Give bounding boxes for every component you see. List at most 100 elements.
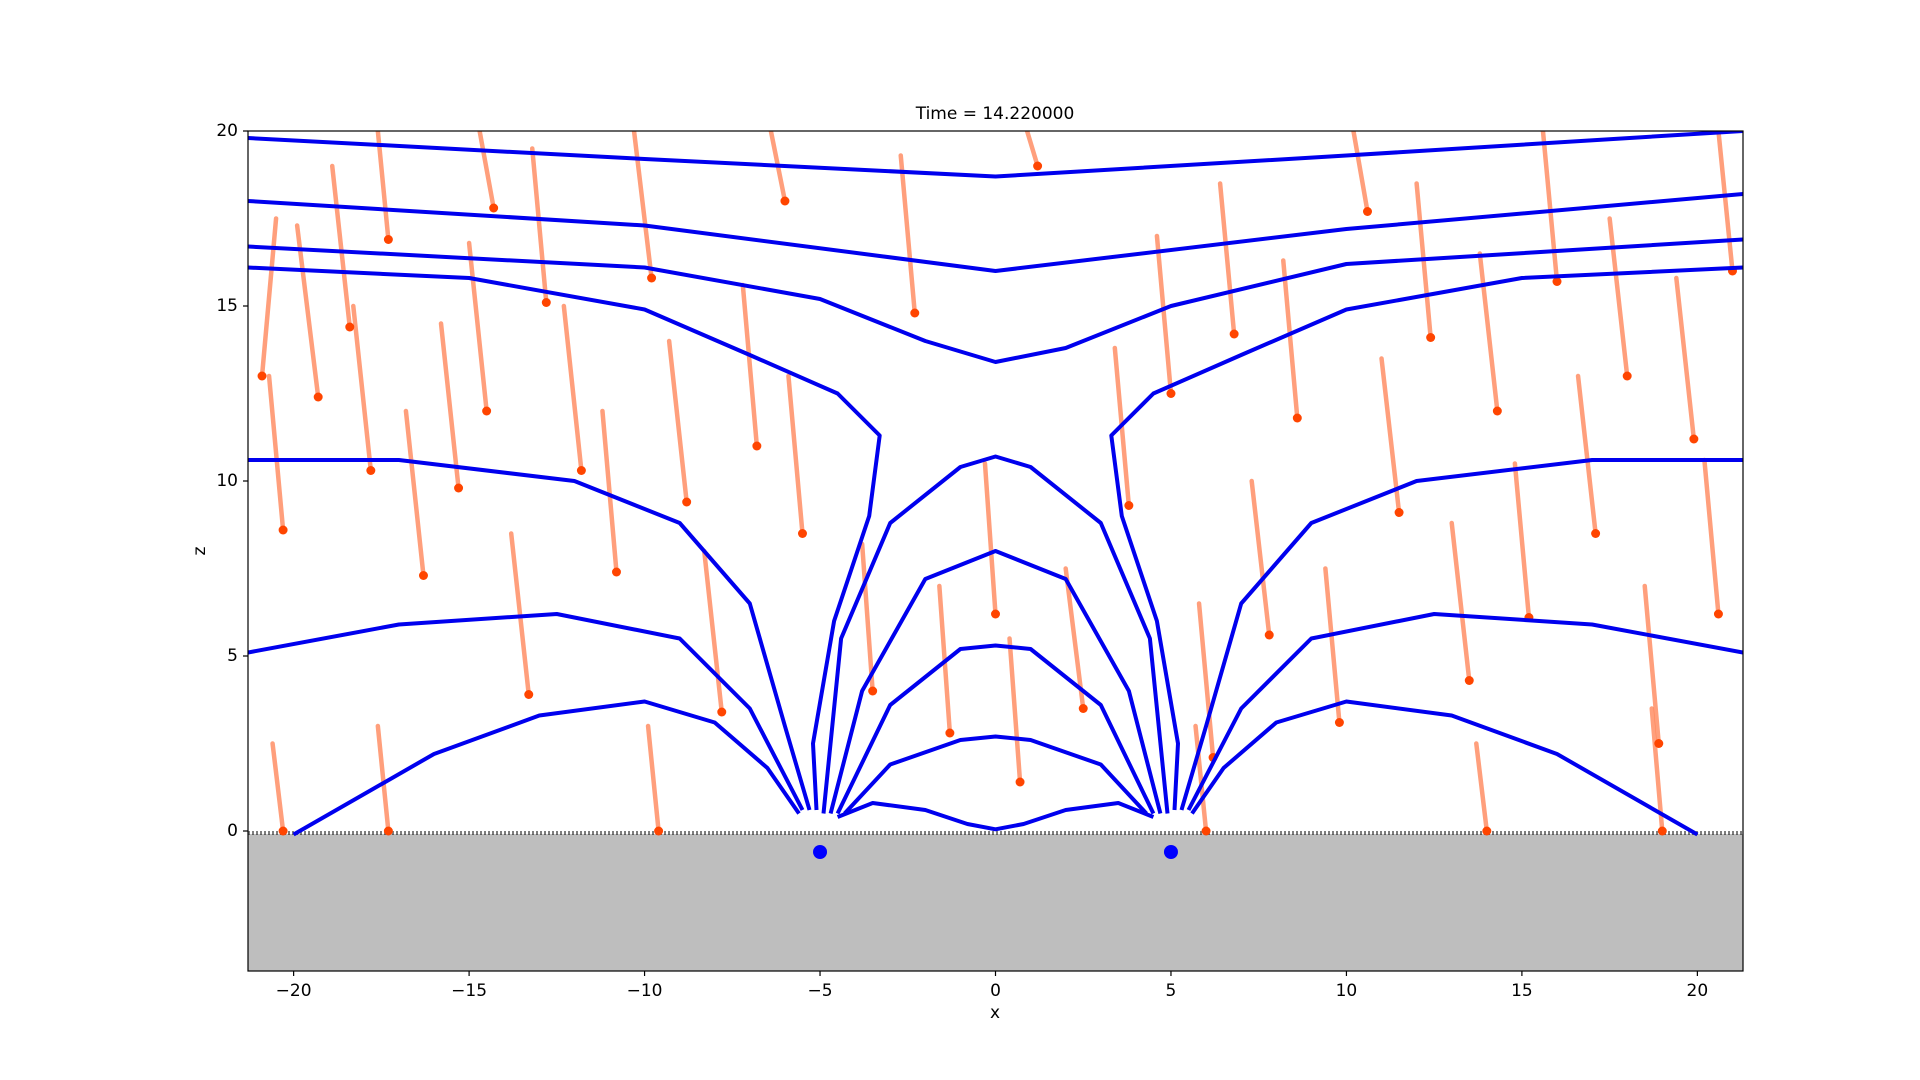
field-line xyxy=(248,192,1743,273)
field-line xyxy=(248,131,1743,179)
particle-trail xyxy=(1193,723,1209,834)
x-tick-label: −5 xyxy=(807,981,832,1001)
field-line xyxy=(1109,265,1743,811)
particle-trail xyxy=(259,216,279,379)
particle xyxy=(1394,508,1404,517)
particle xyxy=(1264,630,1274,640)
particle xyxy=(717,707,727,717)
particle xyxy=(489,203,499,213)
particle-trail xyxy=(270,741,286,834)
particle xyxy=(1426,333,1436,342)
particle-trail xyxy=(294,223,321,400)
particle xyxy=(383,826,393,836)
particle-trail xyxy=(375,723,391,834)
particle xyxy=(1591,529,1601,538)
particle-trail xyxy=(1607,216,1630,379)
particle xyxy=(257,371,267,381)
particle xyxy=(1015,777,1025,787)
x-axis-label: x xyxy=(990,1003,1000,1023)
particle-trail xyxy=(1196,601,1216,760)
ground xyxy=(248,834,1743,971)
particle-trail xyxy=(438,321,461,491)
particle xyxy=(611,567,621,577)
particle xyxy=(647,273,657,283)
particle-trail xyxy=(1249,478,1272,638)
particle xyxy=(1552,277,1562,286)
x-tick-label: 5 xyxy=(1166,981,1177,1001)
x-tick-label: 15 xyxy=(1511,981,1533,1001)
y-axis-label: z xyxy=(190,546,210,555)
particle-trail xyxy=(600,408,619,575)
field-line xyxy=(836,801,1155,832)
x-tick-label: 0 xyxy=(990,981,1001,1001)
particle-trail xyxy=(375,131,391,242)
field-line xyxy=(828,549,1163,814)
particle-trail xyxy=(1379,356,1402,515)
particle xyxy=(1362,207,1372,216)
particle-trail xyxy=(466,240,489,414)
particle xyxy=(524,690,534,699)
x-tick-label: −10 xyxy=(627,981,663,1001)
x-tick-label: 10 xyxy=(1336,981,1358,1001)
particle xyxy=(1334,718,1344,727)
particle-trail xyxy=(1575,373,1598,536)
particle-trail xyxy=(666,338,689,505)
particle xyxy=(278,826,288,836)
particle-trail xyxy=(1716,131,1735,274)
particle xyxy=(482,406,492,416)
particle-trail xyxy=(1351,131,1370,214)
field-line xyxy=(843,734,1148,815)
particle xyxy=(454,483,464,493)
field-line xyxy=(835,643,1156,815)
field-line xyxy=(1179,458,1743,811)
particle-trail xyxy=(1323,566,1342,725)
particle xyxy=(780,196,790,206)
particle-trail xyxy=(329,163,353,330)
particle-trail xyxy=(1281,258,1300,421)
field-line xyxy=(1190,699,1699,837)
particle-trail xyxy=(701,548,725,715)
particle xyxy=(1689,434,1699,444)
particle-trail xyxy=(859,541,875,694)
particle xyxy=(383,235,393,244)
particle xyxy=(1201,826,1211,836)
field-line xyxy=(821,454,1170,814)
particle-trail xyxy=(266,373,286,533)
particle xyxy=(278,525,288,535)
particle xyxy=(1657,826,1667,836)
particle xyxy=(1713,609,1723,619)
y-tick-label: 0 xyxy=(227,821,238,841)
particle-trail xyxy=(1154,233,1174,396)
particle xyxy=(576,466,586,475)
plot-area xyxy=(248,131,1743,971)
charge xyxy=(1163,845,1178,859)
y-tick-label: 15 xyxy=(216,296,238,316)
particle xyxy=(945,728,955,738)
x-tick-label: 20 xyxy=(1687,981,1709,1001)
particle-trail xyxy=(1512,461,1532,620)
particle xyxy=(366,466,376,475)
particle-trail xyxy=(1649,706,1665,834)
particle xyxy=(345,322,355,332)
particle-trail xyxy=(351,303,374,473)
particle xyxy=(1464,676,1474,685)
y-tick-label: 20 xyxy=(216,121,238,141)
particle-trail xyxy=(1642,583,1662,746)
particle xyxy=(541,298,551,307)
field-line xyxy=(248,237,1743,364)
field-line xyxy=(248,458,812,811)
particle xyxy=(1078,704,1088,713)
particle-trail xyxy=(898,153,918,316)
particle-trail xyxy=(477,131,496,211)
field-line xyxy=(1186,612,1743,811)
particle-trail xyxy=(1024,131,1040,169)
particle-trail xyxy=(1477,251,1500,414)
y-tick-label: 10 xyxy=(216,471,238,491)
x-tick-label: −20 xyxy=(276,981,312,1001)
chart-title: Time = 14.220000 xyxy=(915,104,1075,124)
particle xyxy=(654,826,664,836)
particle-trail xyxy=(1674,275,1697,442)
y-tick-label: 5 xyxy=(227,646,238,666)
